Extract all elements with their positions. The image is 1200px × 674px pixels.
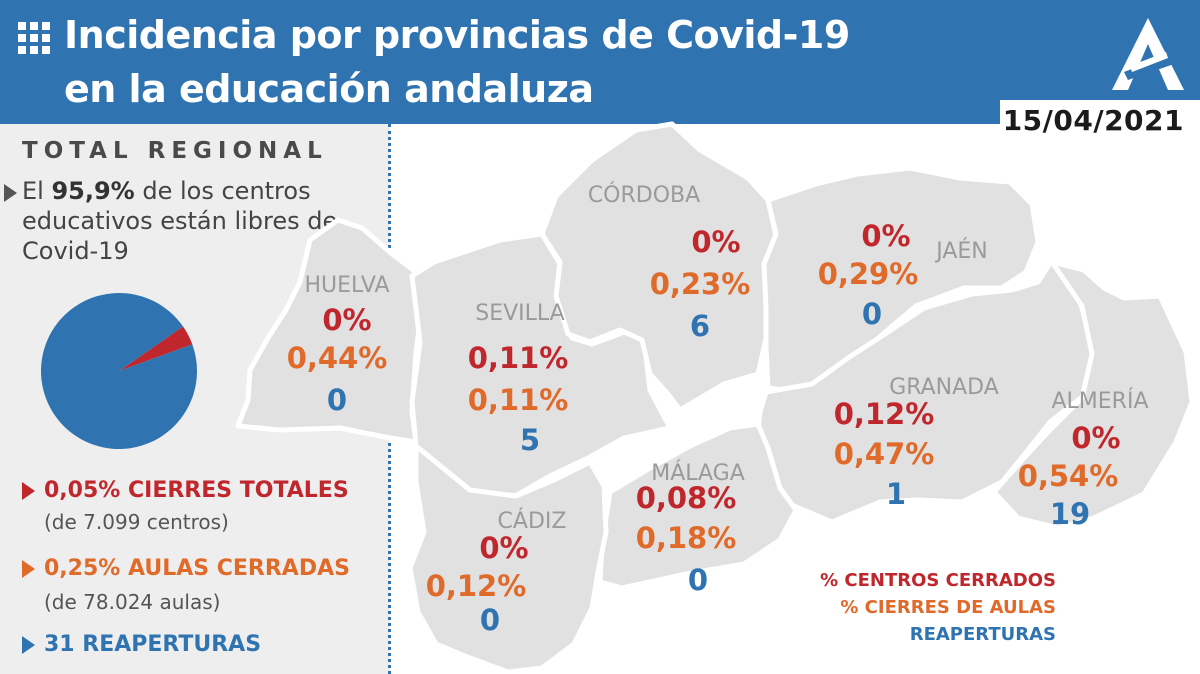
huelva-closed-classrooms: 0,44% [287,341,388,375]
page-title: Incidencia por provincias de Covid-19 en… [64,8,850,116]
closures-arrow-icon [22,482,35,500]
classrooms-closed: 0,25% AULAS CERRADAS [44,556,350,581]
sevilla-closed-classrooms: 0,11% [468,383,569,417]
malaga-closed-centers: 0,08% [636,481,737,515]
province-shape-almeria [991,259,1195,531]
sevilla-reopenings: 5 [520,423,540,457]
free-suffix: de los centros educativos están libres d… [22,177,338,265]
title-line-2: en la educación andaluza [64,67,594,111]
junta-andalucia-logo-icon [1112,18,1184,90]
cadiz-closed-centers: 0% [479,531,528,565]
province-shapes [235,121,1195,674]
province-shape-cordoba [539,121,779,413]
province-name-cadiz: CÁDIZ [498,508,567,534]
almeria-closed-classrooms: 0,54% [1018,459,1119,493]
province-name-granada: GRANADA [889,375,999,400]
date-box [1000,100,1200,146]
legend-reopenings: REAPERTURAS [909,624,1056,645]
closures-total: 0,05% CIERRES TOTALES [44,478,349,503]
cadiz-closed-classrooms: 0,12% [426,569,527,603]
header-banner: Incidencia por provincias de Covid-19 en… [0,0,1200,124]
jaen-reopenings: 0 [862,297,882,331]
regional-pie-chart [41,292,197,449]
cadiz-reopenings: 0 [480,603,500,637]
granada-reopenings: 1 [886,477,906,511]
reopenings-total: 31 REAPERTURAS [44,632,262,657]
province-name-almeria: ALMERÍA [1051,388,1148,414]
sevilla-closed-centers: 0,11% [468,341,569,375]
andalusia-map: HUELVA 0% 0,44% 0 SEVILLA 0,11% 0,11% 5 … [235,121,1195,674]
bullet-arrow-icon [4,184,17,202]
free-prefix: El [22,177,52,205]
malaga-closed-classrooms: 0,18% [636,521,737,555]
almeria-reopenings: 19 [1050,497,1090,531]
granada-closed-centers: 0,12% [834,397,935,431]
granada-closed-classrooms: 0,47% [834,437,935,471]
pie-slice-free [41,292,197,449]
province-name-cordoba: CÓRDOBA [588,182,700,208]
classrooms-closed-sub: (de 78.024 aulas) [44,590,221,614]
province-name-jaen: JAÉN [934,238,988,264]
pie-slice-affected [119,326,193,371]
closures-total-sub: (de 7.099 centros) [44,510,229,534]
free-percentage: 95,9% [51,177,135,205]
province-shape-cadiz [407,443,609,674]
jaen-closed-centers: 0% [861,219,910,253]
almeria-closed-centers: 0% [1071,421,1120,455]
cordoba-closed-centers: 0% [691,225,740,259]
title-line-1: Incidencia por provincias de Covid-19 [64,13,850,57]
province-shape-jaen [761,165,1041,395]
report-date: 15/04/2021 [1002,104,1184,137]
province-shape-malaga [597,421,799,591]
reopenings-arrow-icon [22,636,35,654]
province-name-malaga: MÁLAGA [651,460,745,486]
huelva-closed-centers: 0% [322,303,371,337]
cordoba-closed-classrooms: 0,23% [650,267,751,301]
classrooms-arrow-icon [22,560,35,578]
legend-closed-classrooms: % CIERRES DE AULAS [840,597,1056,618]
jaen-closed-classrooms: 0,29% [818,257,919,291]
province-name-huelva: HUELVA [304,273,389,298]
free-centers-text: El 95,9% de los centros educativos están… [22,176,352,266]
legend-closed-centers: % CENTROS CERRADOS [820,570,1056,591]
malaga-reopenings: 0 [688,563,708,597]
province-name-sevilla: SEVILLA [475,301,564,326]
grid-icon [18,22,50,54]
cordoba-reopenings: 6 [690,309,710,343]
regional-title: TOTAL REGIONAL [22,138,328,164]
huelva-reopenings: 0 [327,383,347,417]
